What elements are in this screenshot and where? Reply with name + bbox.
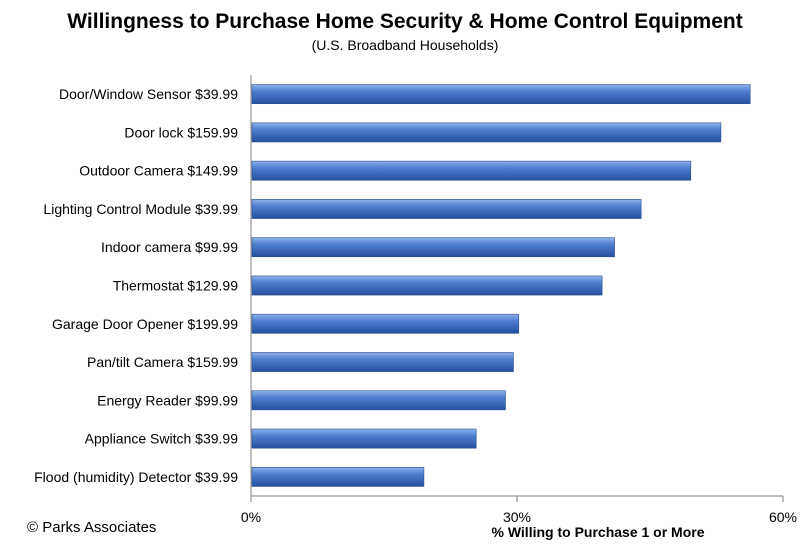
- bar-group: [251, 84, 751, 487]
- bar-3: [251, 160, 692, 181]
- bar-11: [251, 466, 425, 487]
- bar-6: [251, 275, 603, 296]
- x-tick-label: 60%: [769, 509, 797, 525]
- credit-text: © Parks Associates: [27, 519, 156, 536]
- category-label: Indoor camera $99.99: [101, 239, 238, 255]
- x-tick-label: 30%: [503, 509, 531, 525]
- category-label: Garage Door Opener $199.99: [52, 316, 238, 332]
- x-ticks: 0% 30% 60%: [241, 496, 797, 525]
- category-label: Thermostat $129.99: [113, 278, 239, 294]
- bar-9: [251, 390, 506, 411]
- category-label: Lighting Control Module $39.99: [43, 201, 238, 217]
- bar-7: [251, 313, 520, 334]
- category-label: Pan/tilt Camera $159.99: [87, 354, 238, 370]
- bar-4: [251, 199, 642, 219]
- chart-subtitle: (U.S. Broadband Households): [312, 37, 499, 53]
- category-label: Energy Reader $99.99: [97, 392, 238, 408]
- bar-5: [251, 237, 615, 258]
- category-label: Door/Window Sensor $39.99: [59, 86, 238, 102]
- chart-title: Willingness to Purchase Home Security & …: [67, 10, 742, 33]
- bar-10: [251, 428, 477, 449]
- category-label: Outdoor Camera $149.99: [79, 163, 238, 179]
- bar-1: [251, 84, 751, 105]
- bar-8: [251, 352, 514, 372]
- x-tick-label: 0%: [241, 509, 261, 525]
- x-axis-label: % Willing to Purchase 1 or More: [491, 524, 704, 540]
- category-label: Flood (humidity) Detector $39.99: [34, 469, 238, 485]
- category-labels: Door/Window Sensor $39.99 Door lock $159.…: [34, 86, 238, 485]
- category-label: Appliance Switch $39.99: [85, 431, 239, 447]
- category-label: Door lock $159.99: [124, 124, 238, 140]
- bar-2: [251, 122, 722, 143]
